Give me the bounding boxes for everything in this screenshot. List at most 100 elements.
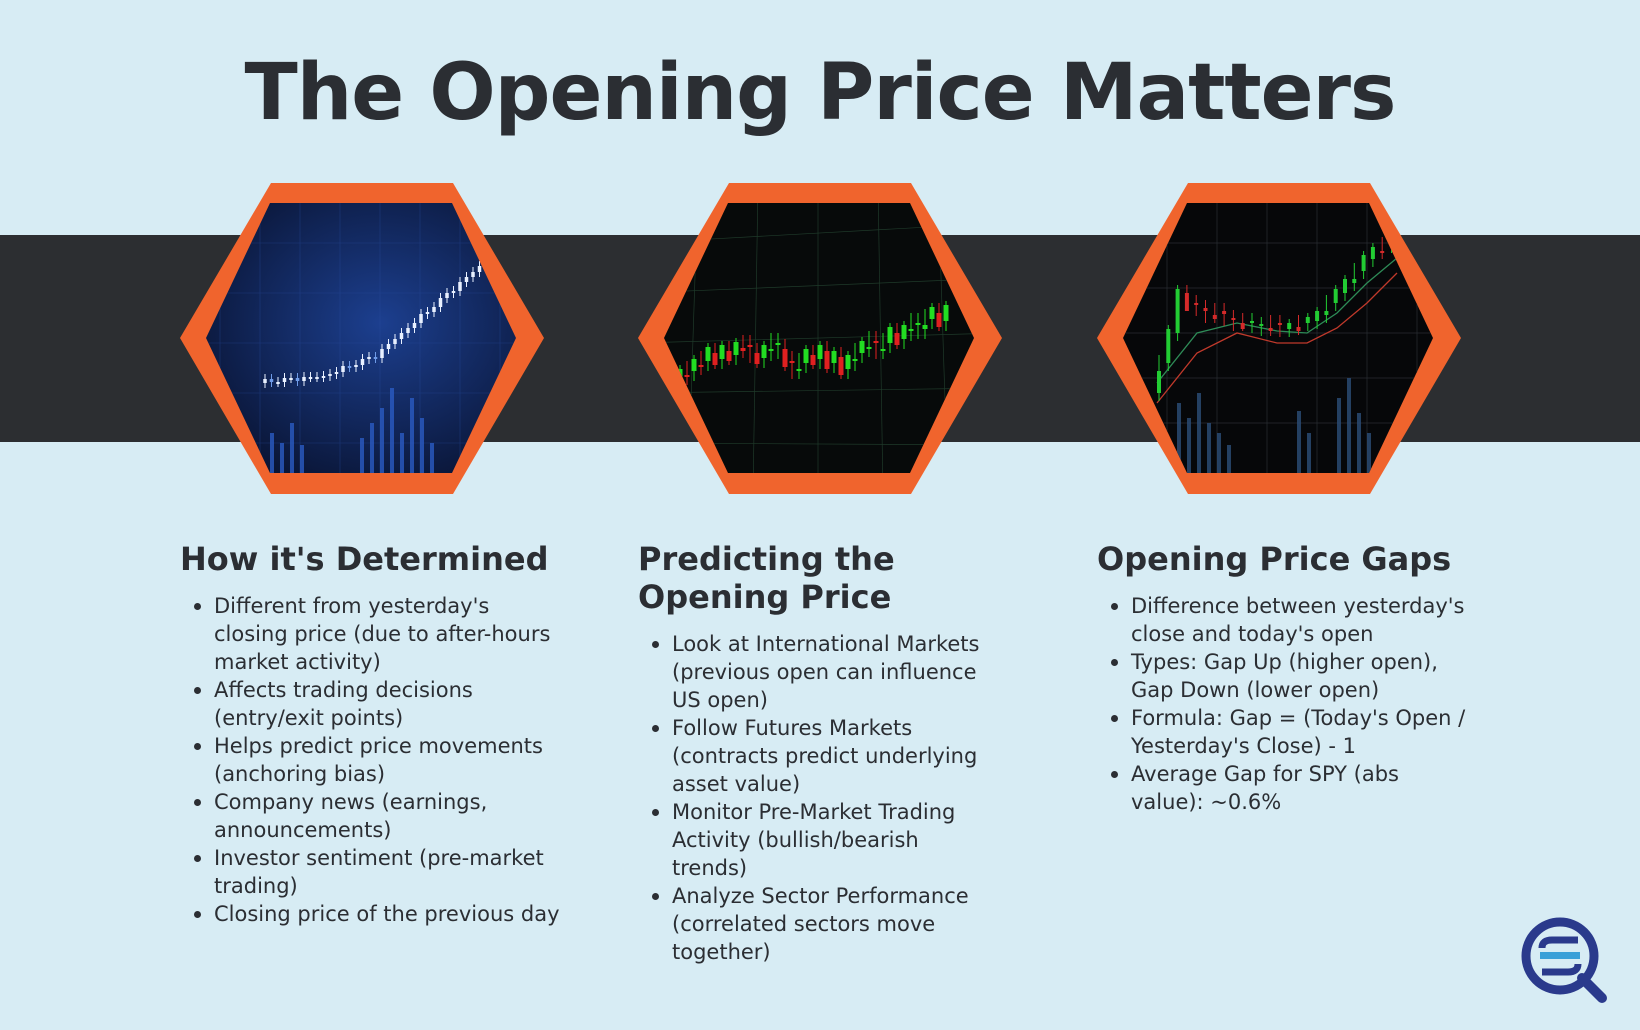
bullet-list: Look at International Markets (previous …	[638, 630, 988, 966]
candle-body	[824, 351, 830, 369]
candle-body	[1305, 317, 1310, 323]
candle-body	[726, 351, 732, 361]
column-gaps: Opening Price Gaps Difference between ye…	[1097, 540, 1477, 816]
candle-body	[768, 349, 774, 351]
list-item: Follow Futures Markets (contracts predic…	[652, 714, 988, 798]
candle-body	[458, 282, 462, 291]
list-item: Look at International Markets (previous …	[652, 630, 988, 714]
candle-body	[859, 341, 865, 353]
candle-body	[1380, 251, 1385, 253]
candle-body	[334, 372, 339, 374]
candle-body	[269, 379, 274, 382]
candle-body	[943, 305, 949, 321]
candle-body	[719, 345, 725, 359]
candle-body	[922, 325, 928, 329]
candle-body	[838, 357, 844, 375]
column-predicting: Predicting the Opening Price Look at Int…	[638, 540, 988, 966]
candle-body	[754, 353, 760, 364]
candle-body	[1361, 255, 1366, 271]
candle-body	[1184, 293, 1189, 311]
candle-body	[873, 341, 879, 343]
hexagon-image-3	[1097, 183, 1461, 494]
candle-body	[894, 333, 900, 345]
candle-body	[1259, 324, 1264, 326]
candle-body	[373, 357, 378, 359]
candle-body	[789, 361, 795, 363]
candle-body	[698, 365, 704, 367]
list-item: Analyze Sector Performance (correlated s…	[652, 882, 988, 966]
candle-body	[308, 377, 313, 379]
candle-body	[880, 349, 886, 351]
candle-body	[295, 378, 300, 381]
candle-body	[282, 378, 287, 382]
bullet-list: Different from yesterday's closing price…	[180, 592, 560, 928]
hexagon-image-2	[638, 183, 1002, 494]
candle-body	[1333, 289, 1338, 303]
list-item: Different from yesterday's closing price…	[194, 592, 560, 676]
list-item: Helps predict price movements (anchoring…	[194, 732, 560, 788]
list-item: Investor sentiment (pre-market trading)	[194, 844, 560, 900]
list-item: Formula: Gap = (Today's Open / Yesterday…	[1111, 704, 1477, 760]
list-item: Company news (earnings, announcements)	[194, 788, 560, 844]
candle-body	[302, 377, 306, 381]
candle-body	[1212, 315, 1217, 319]
candle-body	[289, 378, 293, 380]
candle-body	[406, 328, 410, 333]
candle-body	[1296, 327, 1301, 331]
candle-body	[901, 325, 907, 339]
list-item: Monitor Pre-Market Trading Activity (bul…	[652, 798, 988, 882]
candle-body	[740, 348, 746, 351]
hexagon-image-1	[180, 183, 544, 494]
candle-body	[354, 365, 358, 367]
candle-body	[866, 347, 872, 349]
bullet-list: Difference between yesterday's close and…	[1097, 592, 1477, 816]
candle-body	[276, 382, 280, 384]
candle-body	[831, 351, 837, 363]
candle-body	[477, 266, 482, 272]
candle-body	[915, 323, 921, 325]
candle-body	[1203, 308, 1208, 311]
candle-body	[464, 277, 469, 282]
candle-body	[817, 345, 823, 359]
candle-body	[419, 314, 423, 323]
candle-body	[691, 359, 697, 371]
candle-body	[341, 366, 345, 372]
candle-body	[367, 357, 371, 359]
candle-body	[360, 359, 365, 365]
candle-body	[908, 329, 914, 331]
candle-body	[1277, 323, 1282, 325]
candle-body	[1166, 329, 1171, 363]
candle-body	[1175, 289, 1180, 333]
candle-body	[761, 345, 767, 358]
list-item: Closing price of the previous day	[194, 902, 560, 926]
candle-body	[315, 377, 319, 379]
list-item: Types: Gap Up (higher open), Gap Down (l…	[1111, 648, 1477, 704]
list-item: Average Gap for SPY (abs value): ~0.6%	[1111, 760, 1477, 816]
candle-body	[380, 349, 384, 358]
candle-body	[393, 339, 397, 344]
candle-body	[1194, 303, 1199, 305]
column-heading: How it's Determined	[180, 540, 549, 578]
candle-body	[471, 272, 475, 277]
candle-body	[936, 313, 942, 327]
candle-body	[1324, 311, 1329, 315]
candle-body	[425, 312, 430, 314]
candle-body	[399, 333, 404, 339]
column-how-determined: How it's Determined Different from yeste…	[180, 540, 560, 928]
list-item: Affects trading decisions (entry/exit po…	[194, 676, 560, 732]
candle-body	[386, 344, 391, 349]
candle-body	[438, 298, 443, 307]
candle-body	[1268, 328, 1273, 331]
candle-body	[852, 359, 858, 361]
candle-body	[775, 343, 781, 345]
candle-body	[1250, 321, 1254, 323]
candle-body	[845, 355, 851, 369]
candle-body	[1240, 323, 1245, 329]
candle-body	[810, 355, 816, 365]
candle-body	[1287, 323, 1292, 329]
candle-body	[705, 347, 711, 361]
candle-body	[412, 323, 417, 328]
candle-body	[328, 374, 332, 376]
candle-body	[929, 307, 935, 319]
candle-body	[321, 376, 326, 378]
